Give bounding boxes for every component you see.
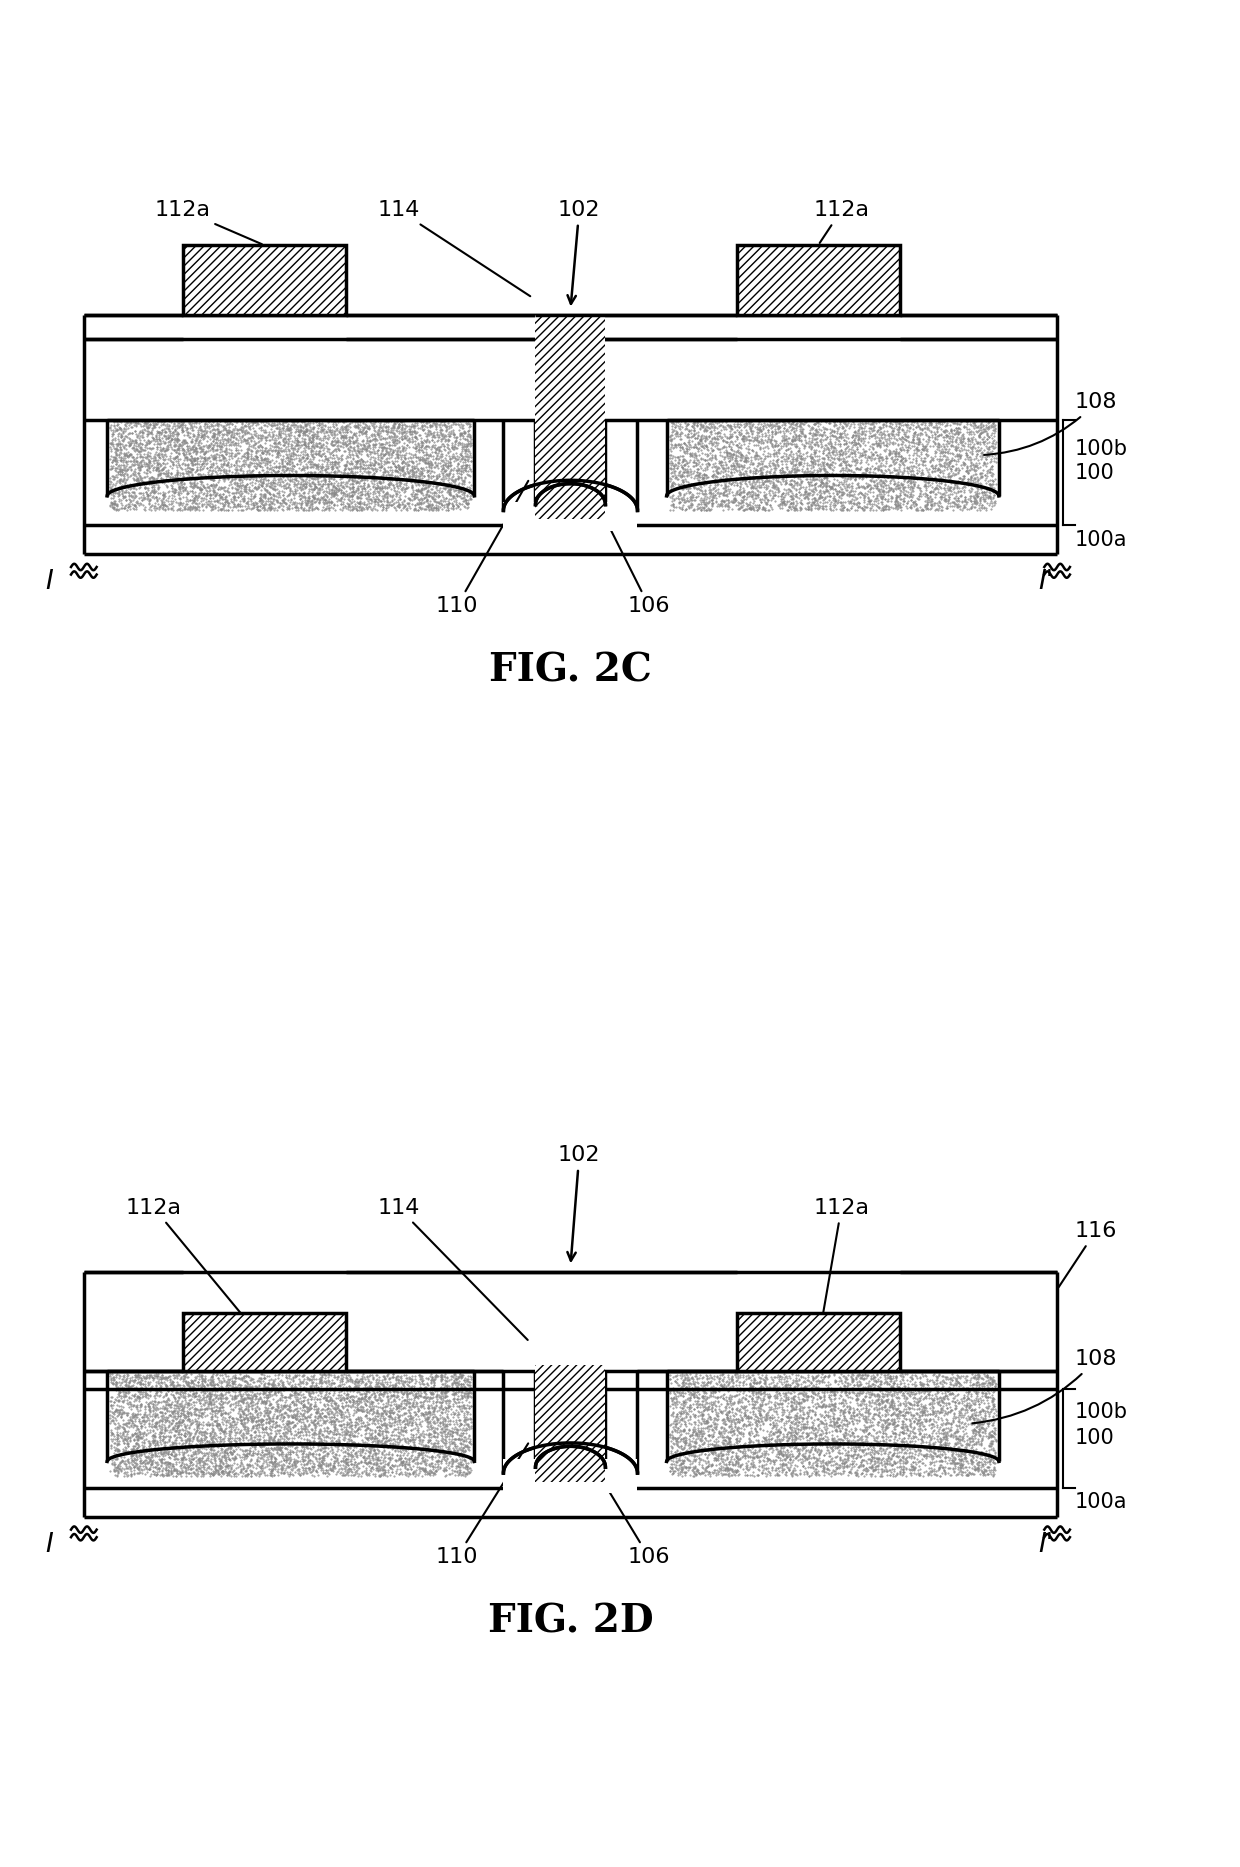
Bar (503, 502, 637, 530)
Text: 110: 110 (435, 1443, 528, 1568)
Bar (536, 414, 605, 519)
Text: 100b: 100b (1075, 1402, 1127, 1423)
Bar (184, 245, 346, 316)
Text: I: I (45, 569, 53, 596)
Text: 106: 106 (589, 487, 671, 616)
Bar (536, 316, 605, 420)
Bar (184, 245, 346, 316)
Bar (503, 1458, 637, 1494)
Bar (536, 414, 605, 519)
Text: 114: 114 (377, 200, 531, 297)
Bar (536, 1365, 605, 1482)
Text: 100a: 100a (1075, 1492, 1127, 1512)
Text: FIG. 2D: FIG. 2D (487, 1602, 653, 1641)
Text: 108: 108 (985, 392, 1117, 456)
Text: FIG. 2C: FIG. 2C (489, 652, 652, 689)
Text: 100b: 100b (1075, 439, 1127, 459)
Text: 102: 102 (558, 1144, 600, 1260)
Text: 116: 116 (1059, 1221, 1117, 1286)
Bar (184, 1313, 346, 1370)
Text: 102: 102 (558, 200, 600, 304)
Text: 100: 100 (1075, 1428, 1115, 1449)
Text: 112a: 112a (125, 1199, 263, 1341)
Bar (536, 316, 605, 420)
Text: I': I' (1038, 569, 1053, 596)
Bar (184, 1313, 346, 1370)
Text: 100a: 100a (1075, 530, 1127, 549)
Bar (184, 245, 346, 316)
Bar (737, 245, 900, 316)
Text: 100: 100 (1075, 463, 1115, 482)
Text: 106: 106 (584, 1449, 671, 1568)
Bar (737, 245, 900, 316)
Text: I: I (45, 1531, 53, 1557)
Bar (184, 1313, 346, 1370)
Text: 112a: 112a (813, 200, 869, 243)
Bar (737, 245, 900, 316)
Bar (737, 1313, 900, 1370)
Text: 108: 108 (972, 1350, 1117, 1423)
Text: I': I' (1038, 1531, 1053, 1557)
Text: 110: 110 (435, 482, 528, 616)
Text: 114: 114 (377, 1199, 528, 1341)
Text: 112a: 112a (813, 1199, 869, 1339)
Bar (737, 1313, 900, 1370)
Bar (536, 1365, 605, 1482)
Bar (737, 1313, 900, 1370)
Text: 112a: 112a (155, 200, 262, 245)
